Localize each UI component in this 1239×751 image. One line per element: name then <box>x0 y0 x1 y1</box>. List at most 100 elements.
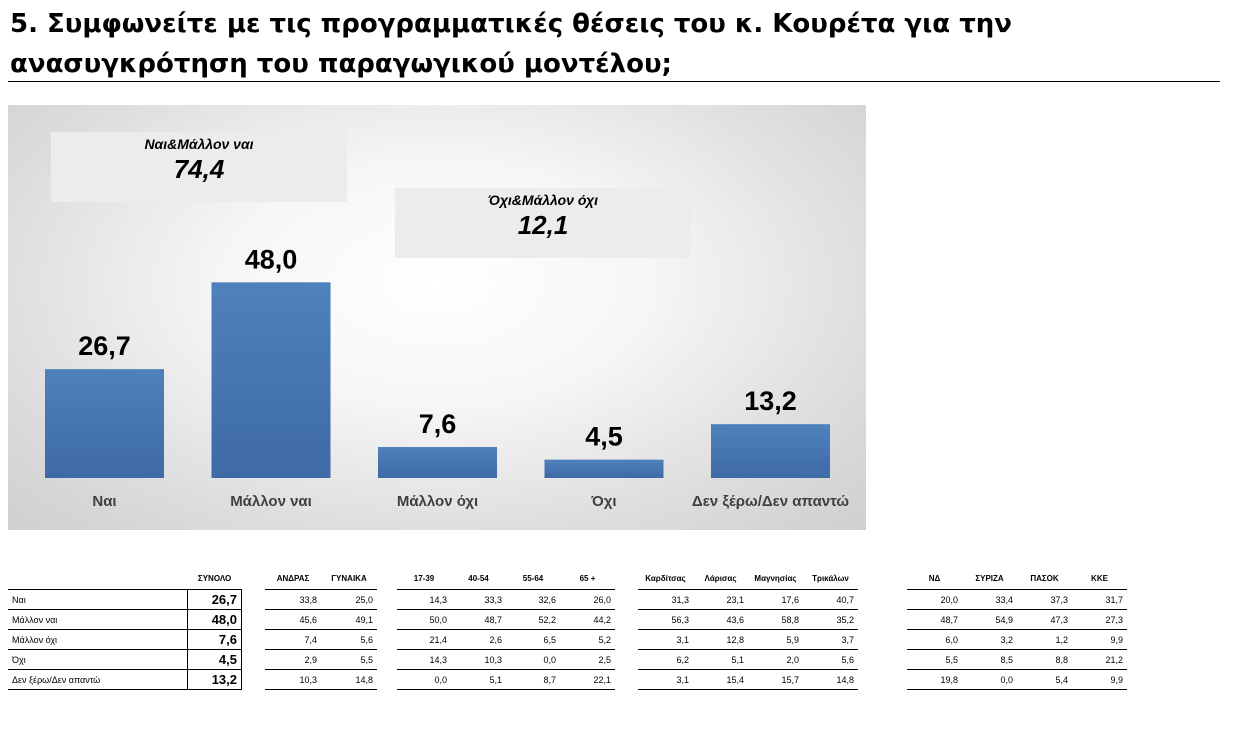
category-label: Μάλλον ναι <box>230 493 312 510</box>
data-cell: 3,2 <box>962 629 1017 650</box>
row-label: Δεν ξέρω/Δεν απαντώ <box>8 669 188 690</box>
data-cell: 2,0 <box>748 649 803 670</box>
data-cell: 33,3 <box>451 589 506 610</box>
data-cell: 5,9 <box>748 629 803 650</box>
title-divider <box>8 81 1220 82</box>
bar-value-label: 13,2 <box>744 386 797 416</box>
crosstab-region: Καρδίτσας Λάρισας Μαγνησίας Τρικάλων 31,3 23… <box>638 567 858 690</box>
total-cell: 4,5 <box>187 649 242 670</box>
bar-2 <box>378 447 497 478</box>
data-cell: 32,6 <box>506 589 560 610</box>
callout-yes-total: Ναι&Μάλλον ναι 74,4 <box>51 132 347 202</box>
data-cell: 14,3 <box>397 649 451 670</box>
data-cell: 0,0 <box>397 669 451 690</box>
data-cell: 37,3 <box>1017 589 1072 610</box>
row-label: Όχι <box>8 649 188 670</box>
total-cell: 13,2 <box>187 669 242 690</box>
data-cell: 17,6 <box>748 589 803 610</box>
data-cell: 6,5 <box>506 629 560 650</box>
bar-value-label: 4,5 <box>585 422 623 452</box>
data-cell: 15,4 <box>693 669 748 690</box>
data-cell: 43,6 <box>693 609 748 630</box>
data-cell: 0,0 <box>506 649 560 670</box>
category-label: Ναι <box>92 493 116 510</box>
header-cell: Καρδίτσας <box>645 573 686 583</box>
header-cell: ΠΑΣΟΚ <box>1030 573 1059 583</box>
data-cell: 23,1 <box>693 589 748 610</box>
data-cell: 15,7 <box>748 669 803 690</box>
data-cell: 25,0 <box>321 589 377 610</box>
header-total: ΣΥΝΟΛΟ <box>197 573 232 583</box>
data-cell: 33,8 <box>265 589 321 610</box>
data-cell: 5,6 <box>803 649 858 670</box>
data-cell: 9,9 <box>1072 669 1127 690</box>
bar-value-label: 48,0 <box>245 244 298 274</box>
data-cell: 27,3 <box>1072 609 1127 630</box>
data-cell: 10,3 <box>451 649 506 670</box>
header-cell: Τρικάλων <box>812 573 849 583</box>
data-cell: 35,2 <box>803 609 858 630</box>
bar-3 <box>544 459 664 478</box>
data-cell: 5,5 <box>907 649 962 670</box>
data-cell: 12,8 <box>693 629 748 650</box>
data-cell: 50,0 <box>397 609 451 630</box>
header-cell: Λάρισας <box>704 573 737 583</box>
data-cell: 44,2 <box>560 609 615 630</box>
row-label: Ναι <box>8 589 188 610</box>
header-cell: ΑΝΔΡΑΣ <box>276 573 310 583</box>
data-cell: 48,7 <box>451 609 506 630</box>
data-cell: 33,4 <box>962 589 1017 610</box>
header-cell: 40-54 <box>468 573 489 583</box>
total-cell: 48,0 <box>187 609 242 630</box>
data-cell: 31,7 <box>1072 589 1127 610</box>
data-cell: 54,9 <box>962 609 1017 630</box>
header-cell: Μαγνησίας <box>754 573 797 583</box>
data-cell: 6,2 <box>638 649 693 670</box>
data-cell: 49,1 <box>321 609 377 630</box>
category-label: Όχι <box>590 493 616 510</box>
data-cell: 8,5 <box>962 649 1017 670</box>
data-cell: 5,4 <box>1017 669 1072 690</box>
header-cell: 65 + <box>579 573 596 583</box>
data-cell: 3,1 <box>638 629 693 650</box>
bar-4 <box>711 424 830 478</box>
callout-yes-value: 74,4 <box>173 154 225 184</box>
header-cell: 55-64 <box>522 573 544 583</box>
data-cell: 3,7 <box>803 629 858 650</box>
data-cell: 40,7 <box>803 589 858 610</box>
data-cell: 2,6 <box>451 629 506 650</box>
data-cell: 9,9 <box>1072 629 1127 650</box>
header-cell: ΚΚΕ <box>1091 573 1108 583</box>
callout-yes-label: Ναι&Μάλλον ναι <box>144 136 254 152</box>
bar-0 <box>45 369 164 478</box>
data-cell: 20,0 <box>907 589 962 610</box>
crosstab-age: 17-39 40-54 55-64 65 + 14,3 33,3 32,6 26,0 50,… <box>397 567 615 690</box>
data-cell: 6,0 <box>907 629 962 650</box>
callout-no-label: Όχι&Μάλλον όχι <box>488 192 598 208</box>
data-cell: 21,2 <box>1072 649 1127 670</box>
bar-value-label: 26,7 <box>78 331 131 361</box>
total-cell: 26,7 <box>187 589 242 610</box>
category-label: Δεν ξέρω/Δεν απαντώ <box>692 493 850 510</box>
data-cell: 5,1 <box>451 669 506 690</box>
crosstab-gender: ΑΝΔΡΑΣ ΓΥΝΑΙΚΑ 33,8 25,0 45,6 49,1 7,4 5,6 2… <box>265 567 377 690</box>
data-cell: 1,2 <box>1017 629 1072 650</box>
data-cell: 2,9 <box>265 649 321 670</box>
data-cell: 45,6 <box>265 609 321 630</box>
data-cell: 14,8 <box>803 669 858 690</box>
data-cell: 31,3 <box>638 589 693 610</box>
data-cell: 8,8 <box>1017 649 1072 670</box>
header-cell: ΓΥΝΑΙΚΑ <box>331 573 367 583</box>
category-label: Μάλλον όχι <box>397 493 478 510</box>
header-cell: 17-39 <box>413 573 435 583</box>
data-cell: 26,0 <box>560 589 615 610</box>
data-cell: 47,3 <box>1017 609 1072 630</box>
data-cell: 8,7 <box>506 669 560 690</box>
data-cell: 3,1 <box>638 669 693 690</box>
callout-no-total: Όχι&Μάλλον όχι 12,1 <box>395 188 691 258</box>
callout-no-value: 12,1 <box>517 210 569 240</box>
row-label: Μάλλον ναι <box>8 609 188 630</box>
header-cell: ΣΥΡΙΖΑ <box>975 573 1004 583</box>
data-cell: 14,3 <box>397 589 451 610</box>
data-cell: 48,7 <box>907 609 962 630</box>
